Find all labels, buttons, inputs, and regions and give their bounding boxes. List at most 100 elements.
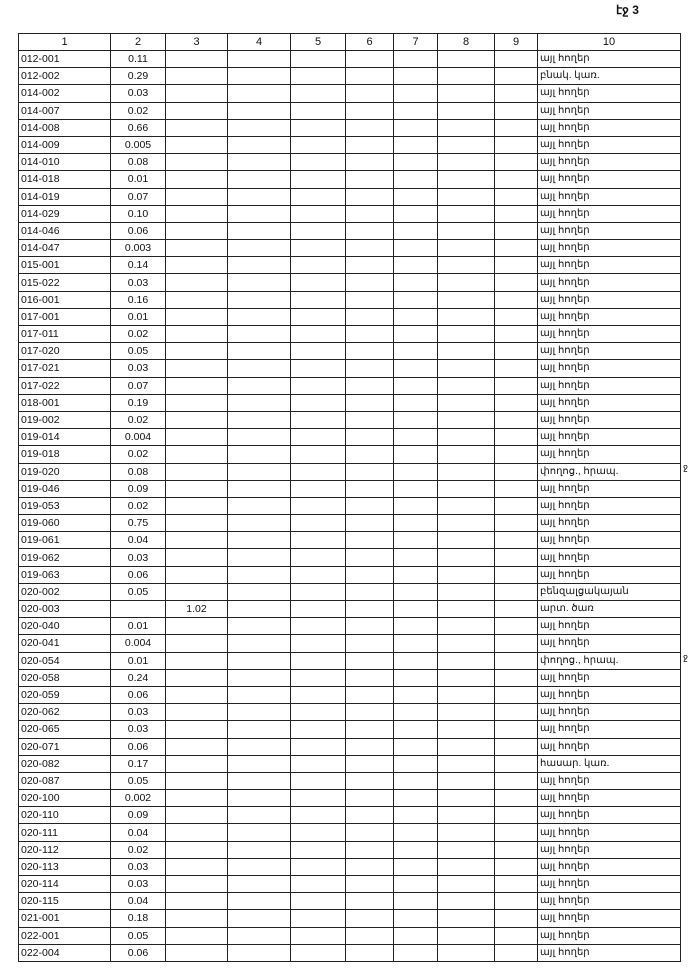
parcel-code: 015-001 bbox=[18, 256, 111, 275]
parcel-code: 017-022 bbox=[18, 376, 111, 395]
empty-cell bbox=[345, 651, 394, 670]
land-use: այլ հողեր bbox=[537, 548, 681, 567]
empty-cell bbox=[393, 599, 438, 619]
land-use: այլ հողեր bbox=[537, 428, 681, 447]
table-row: 020-071 0.06 այլ հողեր bbox=[18, 737, 681, 756]
empty-cell bbox=[345, 754, 394, 773]
empty-cell bbox=[345, 892, 394, 911]
parcel-code: 022-004 bbox=[18, 943, 111, 962]
empty-cell bbox=[227, 754, 291, 773]
table-row: 020-110 0.09 այլ հողեր bbox=[18, 806, 681, 825]
area-col2: 0.004 bbox=[110, 428, 166, 447]
table-row: 019-063 0.06 այլ հողեր bbox=[18, 565, 681, 584]
empty-cell bbox=[393, 789, 438, 808]
empty-cell bbox=[437, 496, 495, 516]
empty-cell bbox=[437, 685, 495, 705]
column-header-9: 9 bbox=[494, 33, 538, 51]
empty-cell bbox=[393, 909, 438, 928]
empty-cell bbox=[227, 204, 291, 223]
area-col3 bbox=[165, 239, 228, 258]
empty-cell bbox=[393, 204, 438, 223]
empty-cell bbox=[393, 634, 438, 653]
land-use: այլ հողեր bbox=[537, 204, 681, 223]
empty-cell bbox=[345, 582, 394, 602]
empty-cell bbox=[494, 256, 538, 275]
empty-cell bbox=[227, 428, 291, 447]
land-use: փողոց., հրապ. bbox=[537, 462, 681, 481]
empty-cell bbox=[290, 307, 346, 327]
empty-cell bbox=[345, 256, 394, 275]
empty-cell bbox=[345, 307, 394, 327]
empty-cell bbox=[227, 170, 291, 189]
area-col2: 0.03 bbox=[110, 359, 166, 378]
area-col2: 0.04 bbox=[110, 531, 166, 550]
empty-cell bbox=[437, 445, 495, 464]
empty-cell bbox=[393, 84, 438, 103]
area-col3 bbox=[165, 170, 228, 189]
table-row: 017-011 0.02 այլ հողեր bbox=[18, 324, 681, 344]
empty-cell bbox=[345, 479, 394, 498]
area-col2: 0.07 bbox=[110, 376, 166, 395]
area-col3 bbox=[165, 445, 228, 464]
empty-cell bbox=[290, 462, 346, 481]
empty-cell bbox=[290, 651, 346, 670]
empty-cell bbox=[290, 668, 346, 687]
area-col2: 0.29 bbox=[110, 67, 166, 86]
land-use: այլ հողեր bbox=[537, 221, 681, 241]
empty-cell bbox=[393, 135, 438, 155]
land-use: այլ հողեր bbox=[537, 84, 681, 103]
empty-cell bbox=[227, 221, 291, 241]
area-col3 bbox=[165, 703, 228, 722]
empty-cell bbox=[227, 376, 291, 395]
table-row: 020-113 0.03 այլ հողեր bbox=[18, 857, 681, 877]
table-row: 020-003 1.02 արտ. ծառ bbox=[18, 599, 681, 619]
empty-cell bbox=[437, 617, 495, 636]
empty-cell bbox=[393, 445, 438, 464]
empty-cell bbox=[345, 565, 394, 584]
area-col3 bbox=[165, 823, 228, 842]
empty-cell bbox=[494, 153, 538, 172]
area-col2: 0.16 bbox=[110, 290, 166, 309]
land-use: այլ հողեր bbox=[537, 410, 681, 430]
empty-cell bbox=[494, 634, 538, 653]
header-row: 1 2 3 4 5 6 7 8 9 10 bbox=[18, 33, 681, 51]
empty-cell bbox=[227, 582, 291, 602]
area-col3 bbox=[165, 204, 228, 223]
empty-cell bbox=[345, 49, 394, 69]
land-use: այլ հողեր bbox=[537, 324, 681, 344]
empty-cell bbox=[437, 204, 495, 223]
area-col2: 0.002 bbox=[110, 789, 166, 808]
land-use: այլ հողեր bbox=[537, 892, 681, 911]
area-col3 bbox=[165, 187, 228, 206]
empty-cell bbox=[494, 548, 538, 567]
empty-cell bbox=[345, 909, 394, 928]
area-col3 bbox=[165, 273, 228, 292]
area-col2: 0.24 bbox=[110, 668, 166, 687]
empty-cell bbox=[227, 393, 291, 412]
table-row: 019-053 0.02 այլ հողեր bbox=[18, 496, 681, 516]
land-use: այլ հողեր bbox=[537, 256, 681, 275]
empty-cell bbox=[227, 496, 291, 516]
parcel-code: 021-001 bbox=[18, 909, 111, 928]
area-col3 bbox=[165, 376, 228, 395]
table-row: 020-115 0.04 այլ հողեր bbox=[18, 892, 681, 911]
empty-cell bbox=[494, 823, 538, 842]
table-row: 014-002 0.03 այլ հողեր bbox=[18, 84, 681, 103]
empty-cell bbox=[494, 892, 538, 911]
empty-cell bbox=[393, 67, 438, 86]
empty-cell bbox=[227, 307, 291, 327]
area-col3 bbox=[165, 428, 228, 447]
empty-cell bbox=[345, 874, 394, 894]
area-col3 bbox=[165, 462, 228, 481]
table-row: 020-065 0.03 այլ հողեր bbox=[18, 720, 681, 739]
empty-cell bbox=[290, 909, 346, 928]
table-row: 014-019 0.07 այլ հողեր bbox=[18, 187, 681, 206]
area-col2: 0.11 bbox=[110, 49, 166, 69]
empty-cell bbox=[494, 273, 538, 292]
area-col2: 0.03 bbox=[110, 273, 166, 292]
empty-cell bbox=[437, 599, 495, 619]
empty-cell bbox=[227, 565, 291, 584]
empty-cell bbox=[437, 101, 495, 120]
empty-cell bbox=[290, 857, 346, 877]
area-col2: 0.07 bbox=[110, 187, 166, 206]
